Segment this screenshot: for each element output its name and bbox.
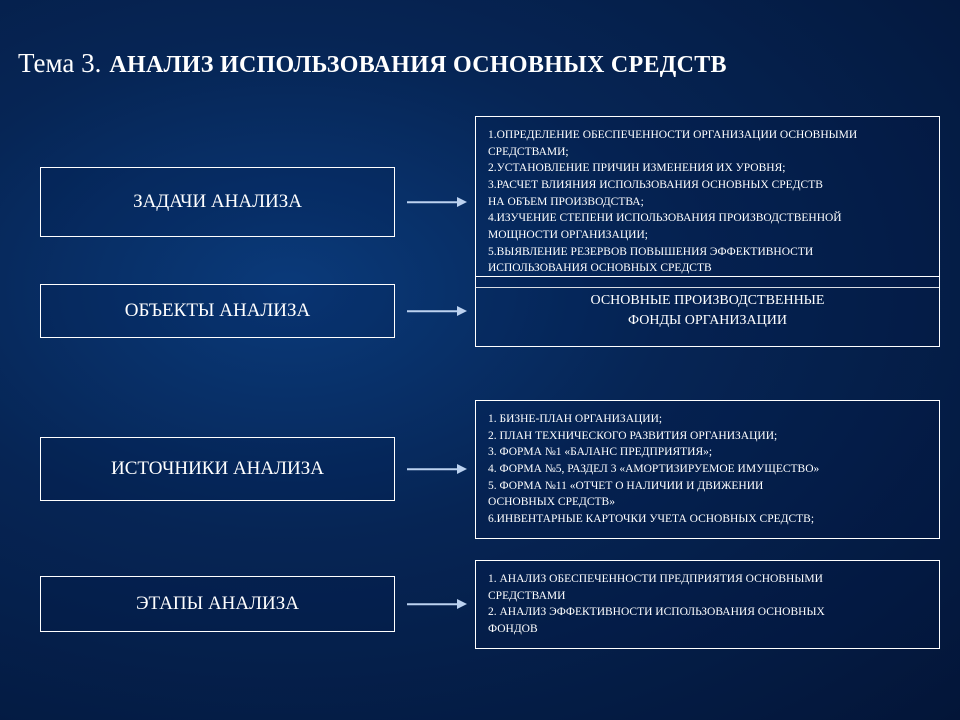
label-box-stages: ЭТАПЫ АНАЛИЗА bbox=[40, 576, 395, 632]
title-main: АНАЛИЗ ИСПОЛЬЗОВАНИЯ ОСНОВНЫХ СРЕДСТВ bbox=[109, 52, 727, 79]
arrow-icon bbox=[407, 468, 467, 470]
row-stages: ЭТАПЫ АНАЛИЗА 1. АНАЛИЗ ОБЕСПЕЧЕННОСТИ П… bbox=[40, 560, 940, 649]
arrow-icon bbox=[407, 603, 467, 605]
content-box-sources: 1. БИЗНЕ-ПЛАН ОРГАНИЗАЦИИ; 2. ПЛАН ТЕХНИ… bbox=[475, 400, 940, 539]
row-sources: ИСТОЧНИКИ АНАЛИЗА 1. БИЗНЕ-ПЛАН ОРГАНИЗА… bbox=[40, 400, 940, 539]
row-tasks: ЗАДАЧИ АНАЛИЗА 1.ОПРЕДЕЛЕНИЕ ОБЕСПЕЧЕННО… bbox=[40, 116, 940, 288]
content-box-tasks: 1.ОПРЕДЕЛЕНИЕ ОБЕСПЕЧЕННОСТИ ОРГАНИЗАЦИИ… bbox=[475, 116, 940, 288]
label-box-objects: ОБЪЕКТЫ АНАЛИЗА bbox=[40, 284, 395, 338]
content-box-objects: ОСНОВНЫЕ ПРОИЗВОДСТВЕННЫЕ ФОНДЫ ОРГАНИЗА… bbox=[475, 276, 940, 347]
title-prefix: Тема 3. bbox=[18, 48, 101, 79]
label-box-tasks: ЗАДАЧИ АНАЛИЗА bbox=[40, 167, 395, 237]
arrow-icon bbox=[407, 201, 467, 203]
slide-title: Тема 3. АНАЛИЗ ИСПОЛЬЗОВАНИЯ ОСНОВНЫХ СР… bbox=[18, 48, 950, 79]
content-box-stages: 1. АНАЛИЗ ОБЕСПЕЧЕННОСТИ ПРЕДПРИЯТИЯ ОСН… bbox=[475, 560, 940, 649]
arrow-icon bbox=[407, 310, 467, 312]
label-box-sources: ИСТОЧНИКИ АНАЛИЗА bbox=[40, 437, 395, 501]
row-objects: ОБЪЕКТЫ АНАЛИЗА ОСНОВНЫЕ ПРОИЗВОДСТВЕННЫ… bbox=[40, 276, 940, 347]
